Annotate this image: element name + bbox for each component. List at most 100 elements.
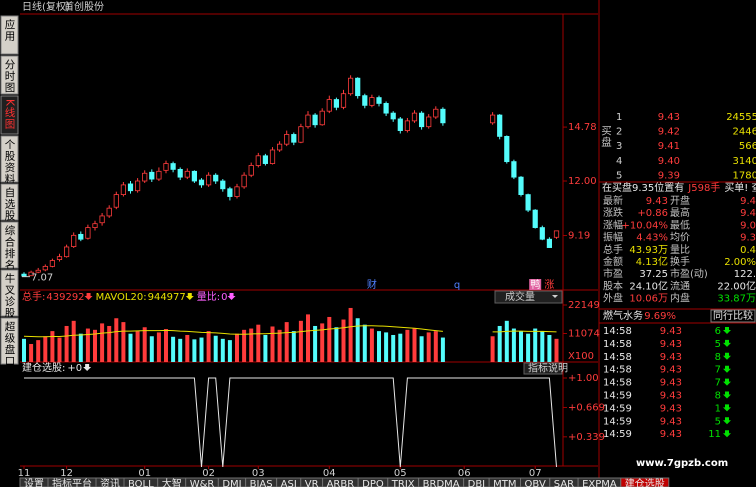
bottom-tab-label[interactable]: SAR [554,479,574,487]
tick-time: 14:58 [603,365,632,376]
candle-body [71,234,77,247]
bottom-tab[interactable] [620,477,670,487]
stat-label: 振幅 [603,231,623,244]
bottom-tab-label[interactable]: EXPMA [582,479,617,487]
bottom-tab-label[interactable]: ARBR [327,479,355,487]
tick-price: 9.43 [660,429,682,440]
candle-body [369,97,375,106]
sidebar-tab-label[interactable]: 自选股 [4,186,16,221]
annotation: 涨 [544,279,554,291]
volume-bar [341,319,346,362]
sidebar-tab-label[interactable]: 个股资料 [4,139,16,185]
bottom-tab-label[interactable]: ASI [281,479,297,487]
stat-value: 9.43 [646,196,668,207]
candle-body [177,168,183,178]
volume-bar [43,336,48,362]
tick-price: 9.43 [660,403,682,414]
volume-bar [377,331,381,362]
volume-selector-label[interactable]: 成交量 [505,290,535,303]
candle-body [184,170,190,178]
sidebar-tab-label[interactable]: 牛叉诊股 [4,272,16,319]
candle-body [64,246,70,258]
candle-body [440,108,446,124]
bottom-tab-label[interactable]: TRIX [391,479,415,487]
bottom-tab-label[interactable]: W&R [190,479,215,487]
bottom-tab-label[interactable]: 指标平台 [52,477,92,487]
bottom-tab-label[interactable]: MTM [493,479,516,487]
volume-bar [362,324,367,362]
stat-label: 市盈(动) [670,267,708,280]
tick-time: 14:59 [603,391,632,402]
volume-bar [263,334,268,362]
sidebar-tab-label[interactable]: 超级盘口 [4,320,16,367]
sidebar-tab[interactable] [0,183,19,221]
bottom-tab-label[interactable]: 设置 [24,478,44,487]
y-tick-label: 14.78 [568,122,597,133]
sidebar-tab-label[interactable]: 应用 [4,18,16,42]
bottom-tab-label[interactable]: DMI [222,479,241,487]
stat-label: 涨幅 [603,218,623,231]
stat-value: 24.10亿 [629,279,668,292]
bottom-tab-label[interactable]: 资讯 [100,478,120,487]
candle-body [362,95,368,106]
order-alert[interactable]: 买单! 查看详情 [724,181,756,194]
compare-button[interactable] [710,309,756,323]
help-button[interactable] [523,362,563,375]
sidebar-tab-label[interactable]: 综合排名 [4,224,16,271]
sector-name[interactable]: 燃气水务 [603,309,643,322]
candle-body [269,149,276,164]
x-tick-label: 02 [202,468,215,479]
book-price: 9.40 [658,156,680,167]
sidebar-tab[interactable] [0,317,19,365]
arrow-icon [227,293,236,300]
candle-body [284,134,290,145]
sidebar-tab[interactable] [0,55,19,95]
volume-bar [249,328,254,362]
volume-bar [71,320,76,362]
arrow-icon [723,430,731,438]
book-volume: 24555 [726,112,756,123]
sidebar-tab[interactable] [0,221,19,269]
candle-body [149,171,155,180]
bottom-tab-label[interactable]: DBI [468,479,486,487]
stat-value: +10.04% [621,220,668,231]
sidebar-tab[interactable] [0,135,19,183]
candle-body [276,143,283,151]
volume-bar [320,323,325,362]
bottom-tab-label[interactable]: BIAS [250,479,273,487]
bottom-tab-label[interactable]: BRDMA [423,479,460,487]
tick-volume: 6 [715,326,721,337]
help-button-label[interactable]: 指标说明 [528,362,568,375]
volume-bar [64,325,69,362]
candle-body [220,180,226,190]
volume-bar [36,340,41,362]
annotation: q [454,280,460,291]
stat-value: 9.0 [740,220,756,231]
bottom-tab-label[interactable]: VR [305,479,319,487]
sidebar-tab[interactable] [0,15,19,55]
candle-body [28,271,34,277]
volume-selector[interactable] [494,290,563,304]
dropdown-icon[interactable] [552,295,558,298]
candle-body [532,209,538,228]
bottom-tab-label[interactable]: OBV [525,479,546,487]
stat-label: 换手 [670,255,690,268]
candle-body [42,265,48,271]
sidebar-tab[interactable] [0,95,19,135]
bottom-tab-label[interactable]: 大智 [162,477,182,487]
volume-bar [206,331,211,362]
stat-value: 2.00% [724,257,756,268]
sidebar-tab-label[interactable]: 分时图 [4,59,16,94]
sidebar-tab[interactable] [0,269,19,317]
compare-button-label[interactable]: 同行比较 [713,309,753,322]
volume-bar [29,343,34,362]
tick-volume: 11 [708,429,721,440]
volume-bar [419,336,424,362]
candle-body [213,174,219,182]
sidebar-tab-label[interactable]: K线图 [4,99,16,130]
bottom-tab-label[interactable]: 建仓选股 [625,477,665,487]
stat-label: 最新 [603,194,623,207]
candle-body [511,161,517,178]
bottom-tab-label[interactable]: BOLL [128,479,154,487]
bottom-tab-label[interactable]: DPO [362,479,384,487]
